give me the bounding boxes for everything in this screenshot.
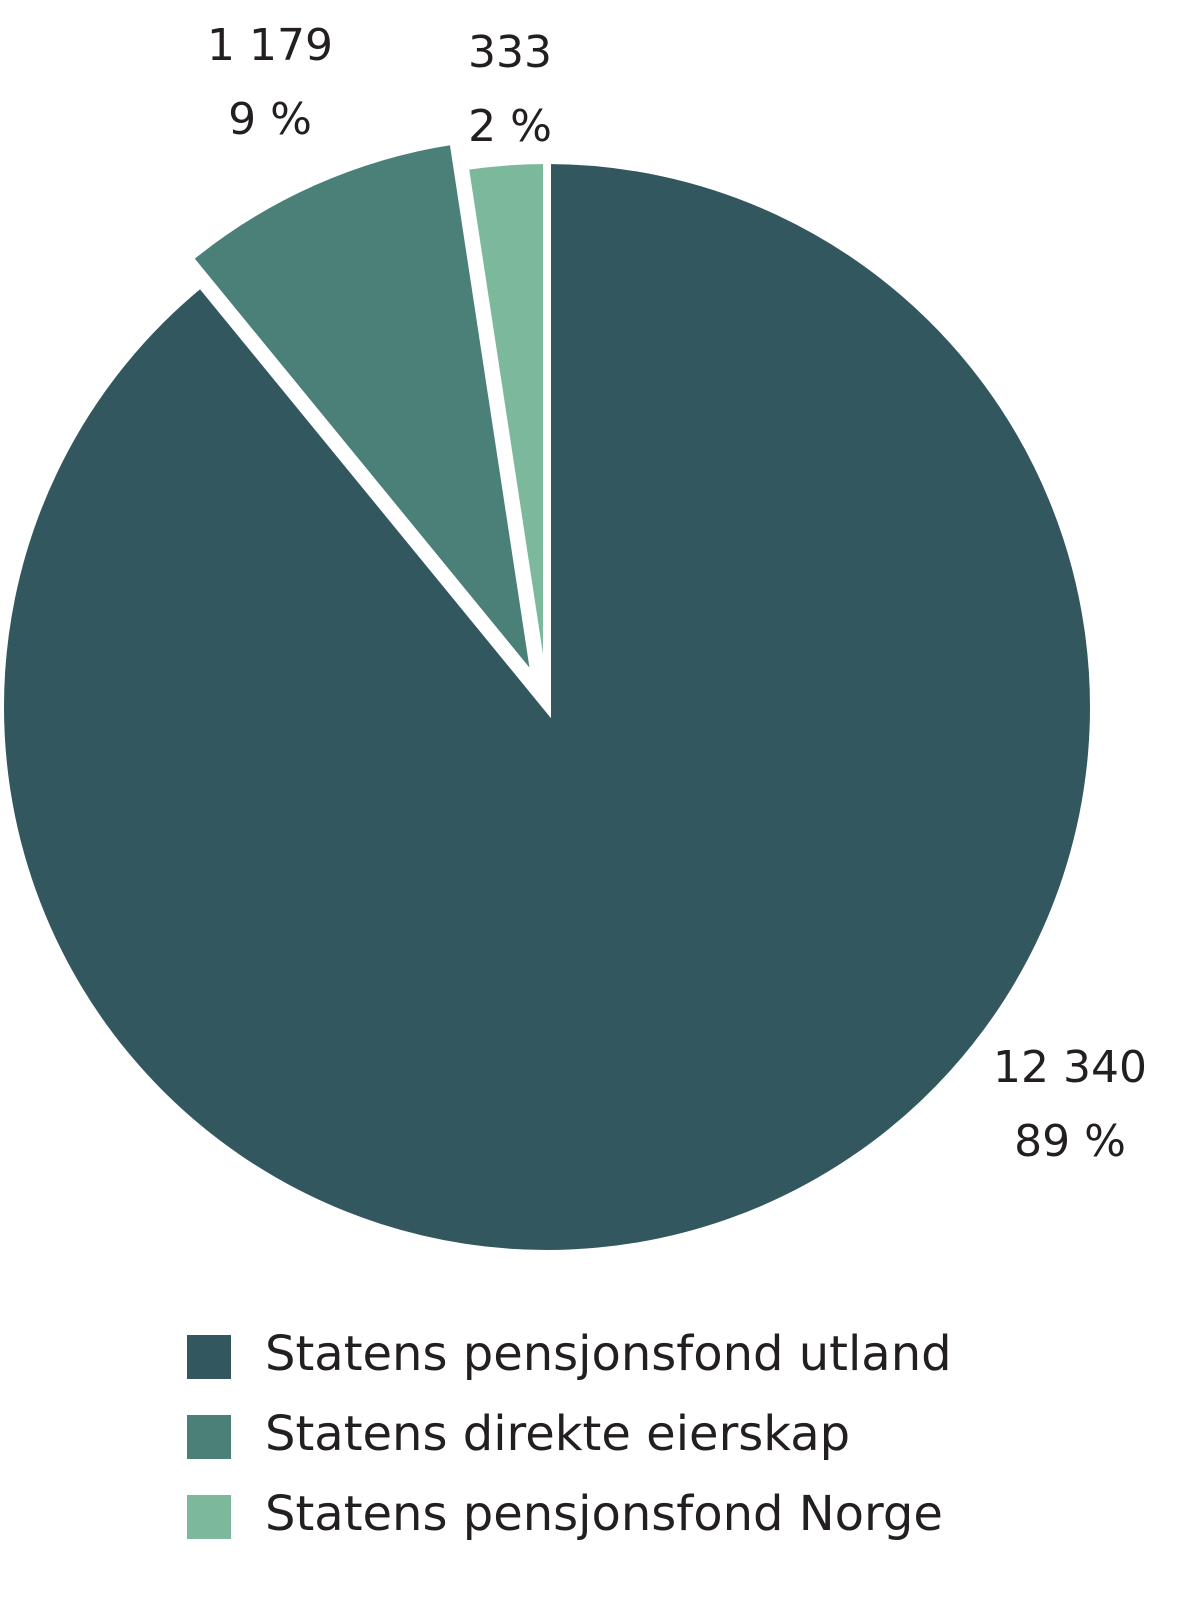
value-label: 333 bbox=[468, 27, 552, 78]
pie-slice bbox=[183, 136, 542, 696]
legend-label: Statens pensjonsfond Norge bbox=[265, 1486, 943, 1542]
value-label: 12 340 bbox=[993, 1042, 1147, 1093]
pie-slice bbox=[460, 155, 551, 708]
legend-label: Statens direkte eierskap bbox=[265, 1406, 850, 1462]
legend-swatch bbox=[187, 1335, 231, 1379]
legend-label: Statens pensjonsfond utland bbox=[265, 1326, 952, 1382]
percent-label: 89 % bbox=[1014, 1116, 1126, 1167]
percent-label: 9 % bbox=[228, 94, 312, 145]
percent-label: 2 % bbox=[468, 101, 552, 152]
legend-swatch bbox=[187, 1495, 231, 1539]
legend-swatch bbox=[187, 1415, 231, 1459]
value-label: 1 179 bbox=[207, 20, 333, 71]
